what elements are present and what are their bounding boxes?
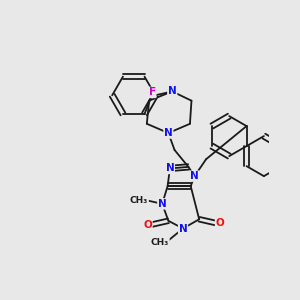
Text: N: N [166,164,174,173]
Text: N: N [190,171,199,181]
Text: O: O [216,218,224,228]
Text: CH₃: CH₃ [130,196,148,205]
Text: N: N [158,199,167,209]
Text: O: O [143,220,152,230]
Text: F: F [148,87,156,98]
Text: N: N [168,86,177,96]
Text: CH₃: CH₃ [151,238,169,247]
Text: N: N [164,128,173,138]
Text: N: N [178,224,188,233]
